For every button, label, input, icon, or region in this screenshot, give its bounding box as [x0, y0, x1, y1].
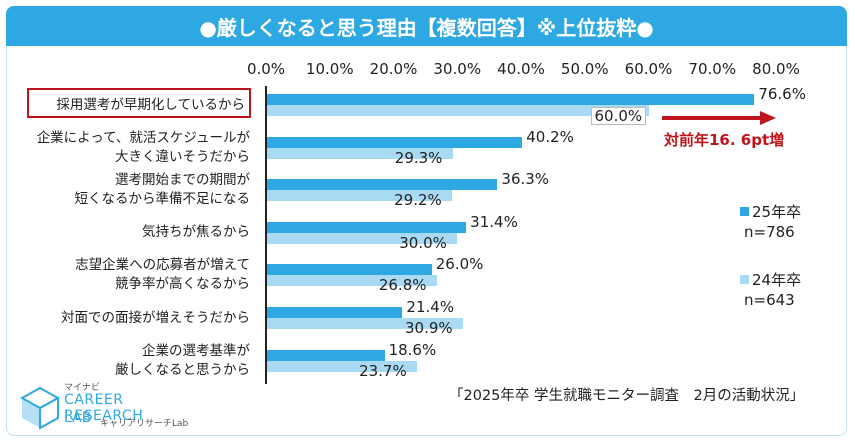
x-tick-label: 60.0%: [624, 60, 673, 78]
logo-sub: キャリアリサーチLab: [100, 419, 189, 429]
source-note: 「2025年卒 学生就職モニター調査 2月の活動状況」: [449, 388, 805, 404]
x-tick-label: 40.0%: [497, 60, 545, 78]
bar-24: [266, 232, 458, 244]
category-label-line: 気持ちが焦るから: [142, 224, 250, 241]
bar-24: [266, 360, 418, 372]
category-label-line: 対面での面接が増えそうだから: [61, 309, 250, 326]
category-label-line: 企業の選考基準が: [142, 342, 250, 359]
x-tick-label: 10.0%: [305, 60, 354, 78]
bar-25: [266, 179, 498, 191]
y-axis-line: [265, 86, 267, 384]
x-tick-label: 0.0%: [246, 60, 286, 78]
bar-25: [266, 136, 523, 148]
value-label-24: 30.9%: [404, 319, 453, 337]
bar-25: [266, 264, 432, 276]
legend-label-24: 24年卒: [752, 271, 802, 289]
category-label-line: 短くなるから準備不足になる: [74, 191, 251, 208]
x-tick-label: 70.0%: [688, 60, 737, 78]
legend-swatch-24: [740, 275, 749, 284]
value-label-25: 18.6%: [388, 340, 437, 359]
bar-25: [266, 94, 755, 105]
bar-24: [266, 147, 453, 159]
bar-25: [266, 307, 403, 318]
value-label-25: 26.0%: [435, 255, 484, 274]
category-label-line: 厳しくなると思うから: [115, 361, 250, 378]
value-label-24: 30.0%: [399, 233, 447, 252]
value-label-25: 40.2%: [526, 127, 574, 146]
category-label-line: 競争率が高くなるから: [115, 276, 250, 293]
bar-25: [266, 221, 467, 233]
bar-24: [266, 275, 437, 287]
category-label: 気持ちが焦るから: [142, 223, 250, 242]
category-label-line: 企業によって、就活スケジュールが: [36, 129, 250, 146]
x-tick-label: 50.0%: [560, 60, 609, 78]
increase-arrow: [662, 111, 776, 125]
legend-n-24: n=643: [744, 291, 795, 309]
category-label: 志望企業への応募者が増えて競争率が高くなるから: [75, 256, 250, 294]
value-label-24: 29.2%: [394, 191, 442, 210]
bar-24: [266, 318, 463, 329]
x-tick-label: 80.0%: [752, 60, 800, 78]
legend-24: 24年卒 n=643: [740, 270, 801, 310]
value-label-25: 21.4%: [406, 298, 455, 316]
value-label-25: 36.3%: [501, 170, 550, 189]
bar-24: [266, 105, 649, 116]
logo-main2: LAB: [64, 410, 92, 426]
value-label-24: 29.3%: [394, 148, 443, 167]
legend-swatch-25: [740, 207, 749, 216]
legend-n-25: n=786: [744, 223, 795, 241]
logo-main1: CAREER RESEARCH: [64, 392, 144, 424]
category-label-line: 採用選考が早期化しているから: [56, 96, 245, 113]
category-label-line: 志望企業への応募者が増えて: [75, 257, 250, 274]
value-label-24: 60.0%: [590, 107, 647, 125]
category-label: 企業によって、就活スケジュールが大きく違いそうだから: [37, 129, 250, 167]
category-label: 選考開始までの期間が短くなるから準備不足になる: [75, 171, 251, 209]
category-label-line: 選考開始までの期間が: [115, 172, 250, 189]
category-label: 採用選考が早期化しているから: [56, 96, 245, 115]
cube-logo-icon: [20, 386, 60, 430]
value-label-24: 26.8%: [378, 276, 427, 295]
value-label-25: 76.6%: [758, 85, 806, 103]
x-tick-label: 20.0%: [369, 60, 418, 78]
legend-label-25: 25年卒: [752, 203, 802, 221]
career-research-lab-logo: マイナビ CAREER RESEARCH LAB キャリアリサーチLab: [20, 380, 200, 436]
annotation-increase: 対前年16. 6pt増: [664, 131, 785, 149]
chart-title: ●厳しくなると思う理由【複数回答】※上位抜粋●: [6, 6, 847, 46]
category-label-line: 大きく違いそうだから: [115, 148, 250, 165]
bar-25: [266, 349, 385, 361]
legend-25: 25年卒 n=786: [740, 202, 801, 242]
value-label-25: 31.4%: [470, 212, 518, 231]
bar-24: [266, 190, 453, 202]
x-tick-label: 30.0%: [433, 60, 482, 78]
category-label: 企業の選考基準が厳しくなると思うから: [115, 342, 250, 380]
value-label-24: 23.7%: [359, 361, 407, 380]
highlight-box: [27, 88, 251, 118]
logo-top: マイナビ: [64, 383, 100, 393]
category-label: 対面での面接が増えそうだから: [61, 309, 250, 328]
